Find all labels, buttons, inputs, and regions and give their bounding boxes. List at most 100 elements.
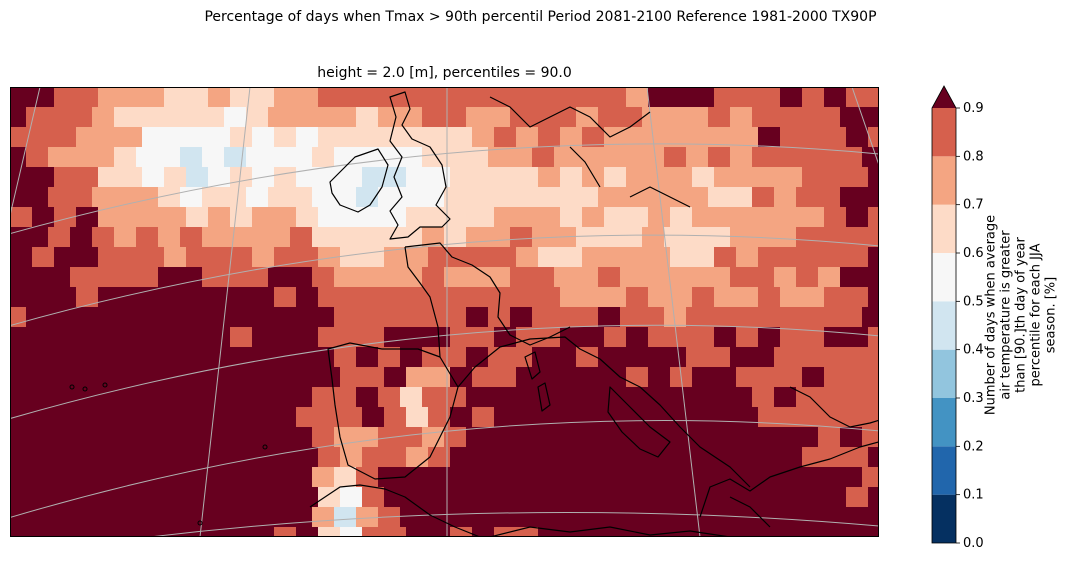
- heatmap-cell: [208, 487, 231, 508]
- heatmap-cell: [340, 527, 363, 537]
- heatmap-cell: [444, 187, 467, 208]
- heatmap-cell: [136, 267, 159, 288]
- heatmap-cell: [230, 207, 253, 228]
- heatmap-cell: [164, 447, 187, 468]
- heatmap-cell: [246, 387, 269, 408]
- heatmap-cell: [802, 127, 825, 148]
- graticule-latitude: [10, 420, 879, 519]
- heatmap-cell: [862, 187, 879, 208]
- heatmap-cell: [752, 427, 775, 448]
- heatmap-cell: [774, 387, 797, 408]
- heatmap-cell: [48, 147, 71, 168]
- heatmap-cell: [208, 247, 231, 268]
- heatmap-cell: [868, 287, 879, 308]
- heatmap-cell: [378, 347, 401, 368]
- heatmap-cell: [780, 167, 803, 188]
- heatmap-cell: [802, 407, 825, 428]
- heatmap-cell: [582, 87, 605, 108]
- heatmap-cell: [450, 407, 473, 428]
- heatmap-cell: [494, 247, 517, 268]
- heatmap-cell: [868, 487, 879, 508]
- heatmap-cell: [488, 187, 511, 208]
- heatmap-cell: [582, 207, 605, 228]
- heatmap-cell: [10, 267, 27, 288]
- heatmap-cell: [510, 387, 533, 408]
- heatmap-cell: [312, 187, 335, 208]
- heatmap-cell: [340, 207, 363, 228]
- heatmap-cell: [708, 387, 731, 408]
- heatmap-cell: [356, 507, 379, 528]
- heatmap-cell: [180, 147, 203, 168]
- heatmap-cell: [120, 87, 143, 108]
- heatmap-cell: [472, 447, 495, 468]
- heatmap-cell: [274, 87, 297, 108]
- heatmap-cell: [428, 327, 451, 348]
- heatmap-cell: [466, 387, 489, 408]
- heatmap-cell: [274, 527, 297, 537]
- heatmap-cell: [752, 467, 775, 488]
- heatmap-cell: [136, 427, 159, 448]
- heatmap-cell: [670, 167, 693, 188]
- heatmap-cell: [664, 227, 687, 248]
- heatmap-cell: [268, 507, 291, 528]
- heatmap-cell: [290, 227, 313, 248]
- heatmap-cell: [400, 187, 423, 208]
- heatmap-cell: [582, 407, 605, 428]
- heatmap-cell: [708, 147, 731, 168]
- heatmap-cell: [114, 347, 137, 368]
- heatmap-cell: [730, 347, 753, 368]
- heatmap-cell: [626, 247, 649, 268]
- heatmap-cell: [824, 247, 847, 268]
- heatmap-cell: [70, 267, 93, 288]
- heatmap-cell: [362, 407, 385, 428]
- heatmap-cell: [554, 147, 577, 168]
- heatmap-cell: [230, 327, 253, 348]
- heatmap-cell: [450, 127, 473, 148]
- heatmap-cell: [510, 227, 533, 248]
- heatmap-cell: [362, 87, 385, 108]
- heatmap-cell: [758, 327, 781, 348]
- heatmap-cell: [466, 107, 489, 128]
- heatmap-cell: [692, 127, 715, 148]
- heatmap-cell: [664, 147, 687, 168]
- heatmap-cell: [752, 347, 775, 368]
- heatmap-cell: [708, 427, 731, 448]
- heatmap-cell: [76, 447, 99, 468]
- heatmap-cell: [846, 407, 869, 428]
- heatmap-cell: [318, 527, 341, 537]
- heatmap-cell: [318, 327, 341, 348]
- heatmap-cell: [516, 487, 539, 508]
- heatmap-cell: [846, 207, 869, 228]
- graticule-latitude: [10, 143, 879, 235]
- heatmap-cell: [670, 127, 693, 148]
- heatmap-cell: [70, 227, 93, 248]
- heatmap-cell: [538, 127, 561, 148]
- heatmap-cell: [472, 247, 495, 268]
- heatmap-cell: [290, 147, 313, 168]
- graticule-latitude: [10, 324, 879, 420]
- heatmap-cell: [818, 187, 841, 208]
- heatmap-cell: [136, 187, 159, 208]
- heatmap-cell: [70, 387, 93, 408]
- heatmap-cell: [158, 427, 181, 448]
- heatmap-cell: [252, 287, 275, 308]
- heatmap-cell: [736, 167, 759, 188]
- heatmap-cell: [796, 107, 819, 128]
- heatmap-cell: [686, 307, 709, 328]
- heatmap-cell: [532, 147, 555, 168]
- heatmap-cell: [312, 267, 335, 288]
- heatmap-cell: [466, 427, 489, 448]
- heatmap-cell: [598, 187, 621, 208]
- heatmap-cell: [208, 407, 231, 428]
- heatmap-cell: [274, 367, 297, 388]
- heatmap-cell: [802, 87, 825, 108]
- heatmap-cell: [230, 407, 253, 428]
- heatmap-cell: [142, 87, 165, 108]
- heatmap-cell: [246, 227, 269, 248]
- heatmap-cell: [120, 207, 143, 228]
- heatmap-cell: [642, 267, 665, 288]
- heatmap-cell: [840, 107, 863, 128]
- island: [82, 386, 88, 392]
- heatmap-cell: [824, 167, 847, 188]
- heatmap-cell: [378, 107, 401, 128]
